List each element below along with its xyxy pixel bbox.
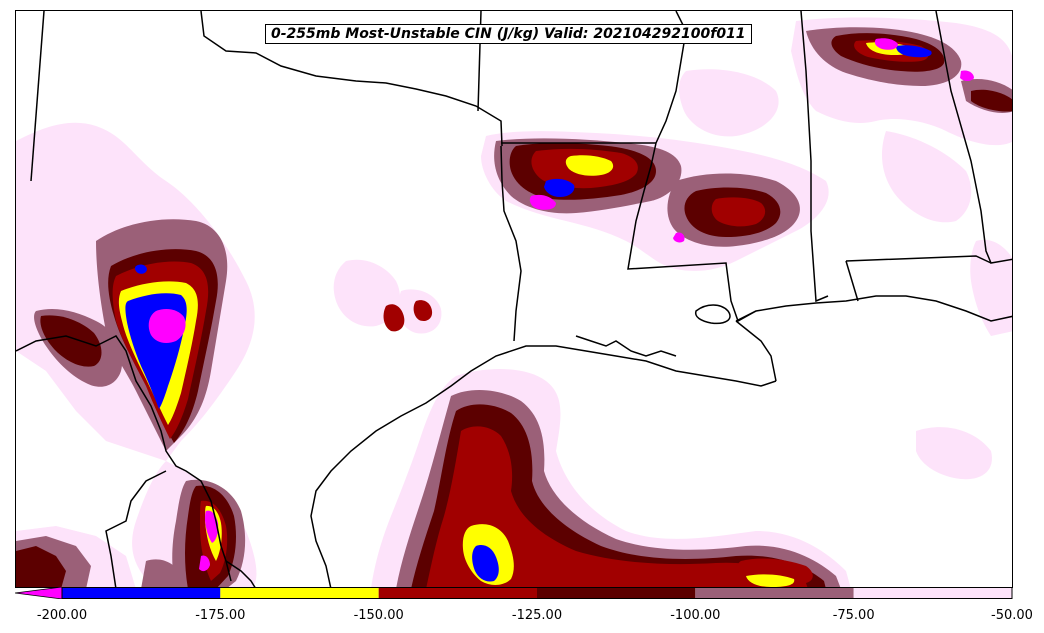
- colorbar-extend-below: [15, 587, 63, 599]
- colorbar-bin: [62, 587, 221, 599]
- map-title: 0-255mb Most-Unstable CIN (J/kg) Valid: …: [265, 24, 752, 44]
- colorbar-bin: [537, 587, 696, 599]
- colorbar-bin: [378, 587, 537, 599]
- colorbar-tick-label: -150.00: [353, 608, 404, 623]
- colorbar-tick-label: -125.00: [511, 608, 563, 623]
- colorbar-frame: [61, 587, 1013, 599]
- colorbar-bin: [695, 587, 854, 599]
- colorbar-tick-label: -75.00: [832, 608, 875, 623]
- colorbar: [15, 587, 1013, 599]
- colorbar-bin: [220, 587, 379, 599]
- state-borders: [16, 11, 1012, 587]
- colorbar-bin: [853, 587, 1012, 599]
- map-panel: 0-255mb Most-Unstable CIN (J/kg) Valid: …: [15, 10, 1013, 588]
- colorbar-tick-label: -100.00: [670, 608, 721, 623]
- cin-field-magenta: [148, 38, 974, 572]
- colorbar-tick-label: -50.00: [991, 608, 1033, 623]
- cin-map: [16, 11, 1012, 587]
- colorbar-tick-label: -175.00: [195, 608, 246, 623]
- colorbar-tick-label: -200.00: [36, 608, 88, 623]
